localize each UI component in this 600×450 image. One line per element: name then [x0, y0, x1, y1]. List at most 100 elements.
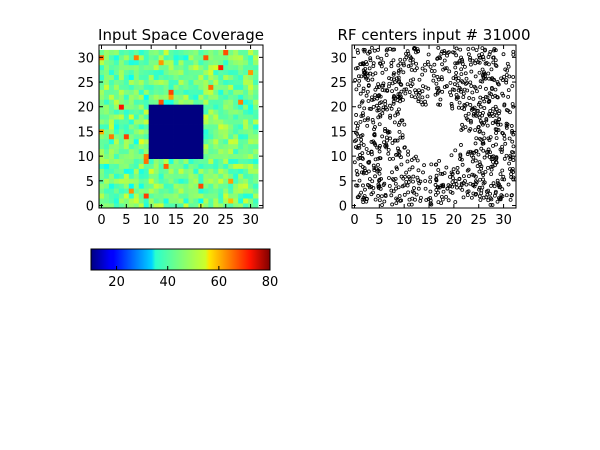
heatmap-cell [208, 79, 214, 85]
heatmap-cell [113, 188, 120, 194]
heatmap-cell [168, 153, 174, 160]
rf-center-point [506, 64, 511, 69]
heatmap-cell [108, 138, 115, 145]
heatmap-cell [99, 119, 105, 125]
rf-center-point [457, 100, 462, 105]
rf-center-point [511, 132, 516, 137]
heatmap-cell [158, 79, 165, 85]
rf-center-point [456, 105, 461, 110]
rf-center-point [356, 50, 360, 55]
heatmap-cell [248, 114, 254, 120]
heatmap-cell [103, 203, 110, 209]
heatmap-cell [178, 158, 184, 164]
heatmap-cell [158, 168, 165, 174]
rf-center-point [483, 61, 488, 66]
heatmap-cell [153, 124, 160, 130]
rf-center-point [477, 169, 482, 174]
coverage-heatmap-xtick-label: 0 [97, 213, 105, 228]
heatmap-cell [103, 193, 110, 199]
rf-center-point [381, 81, 386, 86]
heatmap-cell [198, 188, 204, 194]
heatmap-cell [198, 49, 204, 56]
heatmap-cell [253, 69, 259, 76]
rf-center-point [369, 140, 374, 144]
rf-center-point [410, 189, 415, 194]
rf-center-point [376, 108, 381, 113]
heatmap-cell [193, 99, 199, 105]
heatmap-cell [138, 153, 145, 160]
coverage-heatmap-axes-frame [98, 44, 264, 209]
heatmap-cell [138, 143, 145, 150]
heatmap-cell [253, 64, 259, 71]
colorbar-tick-label: 60 [211, 275, 228, 290]
heatmap-cell [253, 178, 259, 184]
heatmap-cell [148, 193, 155, 199]
heatmap-cell [228, 94, 234, 100]
rf-center-point [387, 76, 391, 81]
rf-center-point [401, 70, 406, 75]
heatmap-cell [153, 133, 160, 140]
heatmap-cell [228, 143, 234, 150]
rf-center-point [473, 179, 478, 184]
rf-center-point [432, 69, 437, 73]
rf-center-point [442, 58, 447, 63]
heatmap-cell [148, 74, 155, 80]
rf-center-point [502, 156, 507, 161]
heatmap-cell [158, 104, 165, 110]
heatmap-cell [253, 79, 259, 85]
rf-center-point [458, 47, 463, 52]
heatmap-cell [148, 89, 155, 95]
heatmap-cell [158, 178, 165, 184]
rf-center-point [481, 148, 486, 153]
rf-center-point [438, 171, 443, 176]
heatmap-cell [133, 148, 140, 155]
heatmap-cell [243, 79, 249, 85]
heatmap-cell [233, 133, 239, 140]
heatmap-cell [143, 94, 150, 100]
heatmap-cell [238, 114, 244, 120]
rf-center-point [472, 150, 476, 155]
rf-center-point [383, 194, 388, 198]
heatmap-cell [143, 173, 150, 179]
heatmap-cell [108, 104, 115, 110]
rf-center-point [445, 186, 450, 191]
heatmap-cell [233, 173, 239, 179]
heatmap-cell [213, 94, 219, 100]
heatmap-cell [188, 198, 194, 204]
rf-center-point [403, 91, 408, 96]
rf-center-point [511, 175, 516, 180]
rf-center-point [398, 82, 403, 86]
heatmap-cell [148, 168, 155, 174]
heatmap-cell [188, 138, 194, 145]
heatmap-cell [233, 54, 239, 61]
heatmap-cell [208, 133, 214, 140]
heatmap-cell [173, 133, 179, 140]
heatmap-cell [213, 109, 219, 115]
heatmap-cell [143, 168, 150, 174]
heatmap-cell [248, 178, 254, 184]
rf-center-point [504, 123, 509, 128]
rf-center-point [414, 61, 419, 66]
heatmap-cell [178, 178, 184, 184]
heatmap-cell [213, 89, 219, 95]
heatmap-cell [183, 54, 189, 61]
heatmap-cell [248, 198, 254, 204]
heatmap-cell [243, 178, 249, 184]
heatmap-cell [243, 153, 249, 160]
rf-center-point [393, 181, 398, 186]
rf-center-point [466, 150, 471, 155]
heatmap-cell [243, 64, 249, 71]
rf-center-point [469, 84, 474, 88]
heatmap-cell [183, 128, 189, 135]
heatmap-cell [253, 128, 259, 135]
heatmap-cell [133, 84, 140, 90]
rf-center-point [502, 136, 507, 141]
heatmap-cell [203, 109, 209, 115]
rf-center-point [392, 47, 397, 52]
heatmap-cell [138, 188, 145, 194]
heatmap-cell [113, 203, 120, 209]
heatmap-cell [123, 173, 130, 179]
heatmap-cell [173, 153, 179, 160]
heatmap-cell [223, 59, 229, 66]
rf-center-point [500, 187, 505, 192]
